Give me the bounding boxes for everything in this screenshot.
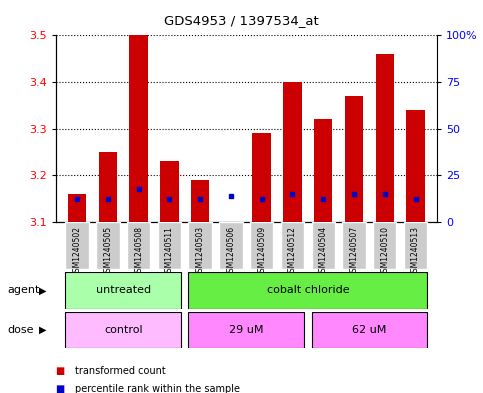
- Bar: [160, 162, 179, 222]
- Text: GSM1240512: GSM1240512: [288, 226, 297, 277]
- Text: GSM1240507: GSM1240507: [350, 226, 358, 277]
- Text: GSM1240505: GSM1240505: [103, 226, 113, 277]
- Text: control: control: [104, 325, 142, 335]
- Bar: [129, 35, 148, 222]
- Text: untreated: untreated: [96, 285, 151, 296]
- Bar: [65, 312, 181, 348]
- Text: GSM1240509: GSM1240509: [257, 226, 266, 277]
- Text: ■: ■: [56, 384, 65, 393]
- Text: transformed count: transformed count: [75, 366, 166, 376]
- Bar: [342, 222, 366, 269]
- Bar: [191, 180, 210, 222]
- Bar: [281, 222, 304, 269]
- Bar: [404, 222, 427, 269]
- Bar: [219, 222, 242, 269]
- Text: GSM1240508: GSM1240508: [134, 226, 143, 277]
- Bar: [65, 272, 181, 309]
- Bar: [127, 222, 150, 269]
- Bar: [158, 222, 181, 269]
- Text: GSM1240502: GSM1240502: [72, 226, 82, 277]
- Text: agent: agent: [7, 285, 40, 296]
- Bar: [68, 194, 86, 222]
- Bar: [65, 222, 89, 269]
- Bar: [376, 54, 394, 222]
- Text: 29 uM: 29 uM: [229, 325, 264, 335]
- Text: ▶: ▶: [39, 325, 46, 335]
- Text: GSM1240510: GSM1240510: [380, 226, 389, 277]
- Bar: [373, 222, 397, 269]
- Bar: [312, 222, 335, 269]
- Bar: [250, 222, 273, 269]
- Bar: [188, 312, 304, 348]
- Bar: [406, 110, 425, 222]
- Text: dose: dose: [7, 325, 34, 335]
- Bar: [312, 312, 427, 348]
- Bar: [345, 96, 363, 222]
- Text: GSM1240511: GSM1240511: [165, 226, 174, 277]
- Bar: [96, 222, 120, 269]
- Text: GDS4953 / 1397534_at: GDS4953 / 1397534_at: [164, 14, 319, 27]
- Text: percentile rank within the sample: percentile rank within the sample: [75, 384, 240, 393]
- Text: cobalt chloride: cobalt chloride: [267, 285, 349, 296]
- Bar: [253, 133, 271, 222]
- Text: ▶: ▶: [39, 285, 46, 296]
- Bar: [188, 222, 212, 269]
- Bar: [188, 272, 427, 309]
- Text: GSM1240513: GSM1240513: [411, 226, 420, 277]
- Text: GSM1240506: GSM1240506: [227, 226, 235, 277]
- Bar: [283, 82, 302, 222]
- Bar: [314, 119, 332, 222]
- Text: ■: ■: [56, 366, 65, 376]
- Bar: [99, 152, 117, 222]
- Text: GSM1240503: GSM1240503: [196, 226, 205, 277]
- Text: 62 uM: 62 uM: [352, 325, 386, 335]
- Text: GSM1240504: GSM1240504: [319, 226, 328, 277]
